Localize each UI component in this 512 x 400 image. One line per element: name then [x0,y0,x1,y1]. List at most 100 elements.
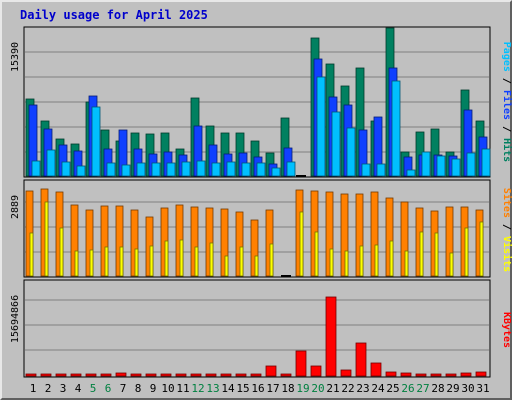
bar-sites-day-24 [374,244,379,277]
bar-visits-day-13 [205,207,214,277]
bar-kbytes-day-24 [370,362,382,377]
bar-sites-day-15 [239,246,244,277]
bar-visits-day-4 [70,204,79,277]
bar-kbytes-day-12 [190,373,202,377]
bar-sites-day-17 [269,243,274,277]
bar-kbytes-day-17 [265,365,277,377]
bar-kbytes-day-19 [295,350,307,377]
bar-kbytes-day-15 [235,373,247,377]
bar-visits-day-23 [355,193,364,277]
series-legend: Sites / Visits [501,188,512,272]
chart-title: Daily usage for April 2025 [20,8,208,22]
legend-entry: Hits [501,138,512,162]
bar-kbytes-day-16 [250,373,262,377]
bar-pages-day-30 [466,152,476,177]
max-value-label: 15390 [10,42,21,72]
x-tick-label: 21 [326,382,339,395]
x-tick-label: 9 [150,382,157,395]
bar-pages-day-15 [241,162,251,177]
x-tick-label: 15 [236,382,249,395]
bar-kbytes-day-4 [70,373,82,377]
x-tick-label: 17 [266,382,279,395]
legend-entry: Sites [501,188,512,218]
x-tick-label: 6 [105,382,112,395]
x-tick-label: 27 [416,382,429,395]
bar-sites-day-22 [344,250,349,277]
bar-sites-day-29 [449,252,454,277]
bar-visits-day-29 [445,206,454,277]
bar-sites-day-25 [389,240,394,277]
bar-sites-day-16 [254,255,259,277]
bar-sites-day-8 [134,248,139,277]
bar-sites-day-3 [59,227,64,277]
bar-pages-day-11 [181,161,191,177]
bar-pages-day-1 [31,160,41,177]
bar-kbytes-day-6 [100,373,112,377]
bar-pages-day-24 [376,163,386,177]
bar-visits-day-26 [400,201,409,277]
bar-sites-day-11 [179,239,184,277]
bar-visits-day-8 [130,209,139,277]
x-tick-label: 13 [206,382,219,395]
x-tick-label: 19 [296,382,309,395]
bar-sites-day-27 [419,231,424,277]
bar-visits-day-14 [220,208,229,277]
bar-sites-day-12 [194,246,199,277]
bar-visits-day-6 [100,205,109,277]
bar-sites-day-21 [329,248,334,277]
bar-pages-day-13 [211,162,221,177]
max-value-label: 15694866 [10,295,21,343]
x-tick-label: 23 [356,382,369,395]
legend-entry: / [501,72,512,90]
bar-sites-day-7 [119,246,124,277]
x-tick-label: 20 [311,382,324,395]
bar-sites-day-20 [314,231,319,277]
bar-pages-day-3 [61,161,71,177]
bar-pages-day-10 [166,162,176,177]
bar-pages-day-12 [196,160,206,177]
bar-kbytes-day-25 [385,371,397,377]
bar-sites-day-9 [149,245,154,277]
bar-visits-day-25 [385,197,394,277]
x-tick-label: 14 [221,382,235,395]
bar-visits-day-7 [115,205,124,277]
legend-entry: Files [501,90,512,120]
bar-pages-day-21 [331,111,341,177]
bar-kbytes-day-5 [85,373,97,377]
bar-visits-day-21 [325,191,334,277]
bar-kbytes-day-7 [115,372,127,377]
bar-sites-day-4 [74,250,79,277]
bar-sites-day-2 [44,201,49,277]
bar-pages-day-27 [421,151,431,177]
bar-kbytes-day-1 [25,373,37,377]
legend-entry: Visits [501,236,512,272]
bar-pages-day-25 [391,80,401,177]
bar-sites-day-5 [89,249,94,277]
bar-visits-day-24 [370,191,379,277]
bar-visits-day-16 [250,219,259,277]
x-tick-label: 7 [120,382,127,395]
bar-pages-day-2 [46,149,56,177]
bar-sites-day-6 [104,246,109,277]
bar-sites-day-19 [299,211,304,277]
bar-sites-day-31 [479,221,484,277]
max-value-label: 2889 [10,195,21,219]
x-tick-label: 8 [135,382,142,395]
bar-visits-day-15 [235,211,244,277]
bar-kbytes-day-28 [430,373,442,377]
x-tick-label: 10 [161,382,174,395]
bar-visits-day-12 [190,206,199,277]
series-legend: Pages / Files / Hits [501,42,512,162]
x-tick-label: 31 [476,382,489,395]
legend-entry: KBytes [501,312,512,348]
bar-kbytes-day-23 [355,342,367,377]
bar-kbytes-day-18 [280,373,292,377]
x-tick-label: 16 [251,382,264,395]
x-tick-label: 28 [431,382,444,395]
x-tick-label: 30 [461,382,474,395]
bar-kbytes-day-14 [220,373,232,377]
bar-kbytes-day-20 [310,365,322,377]
bar-pages-day-17 [271,167,281,177]
bar-kbytes-day-26 [400,372,412,377]
